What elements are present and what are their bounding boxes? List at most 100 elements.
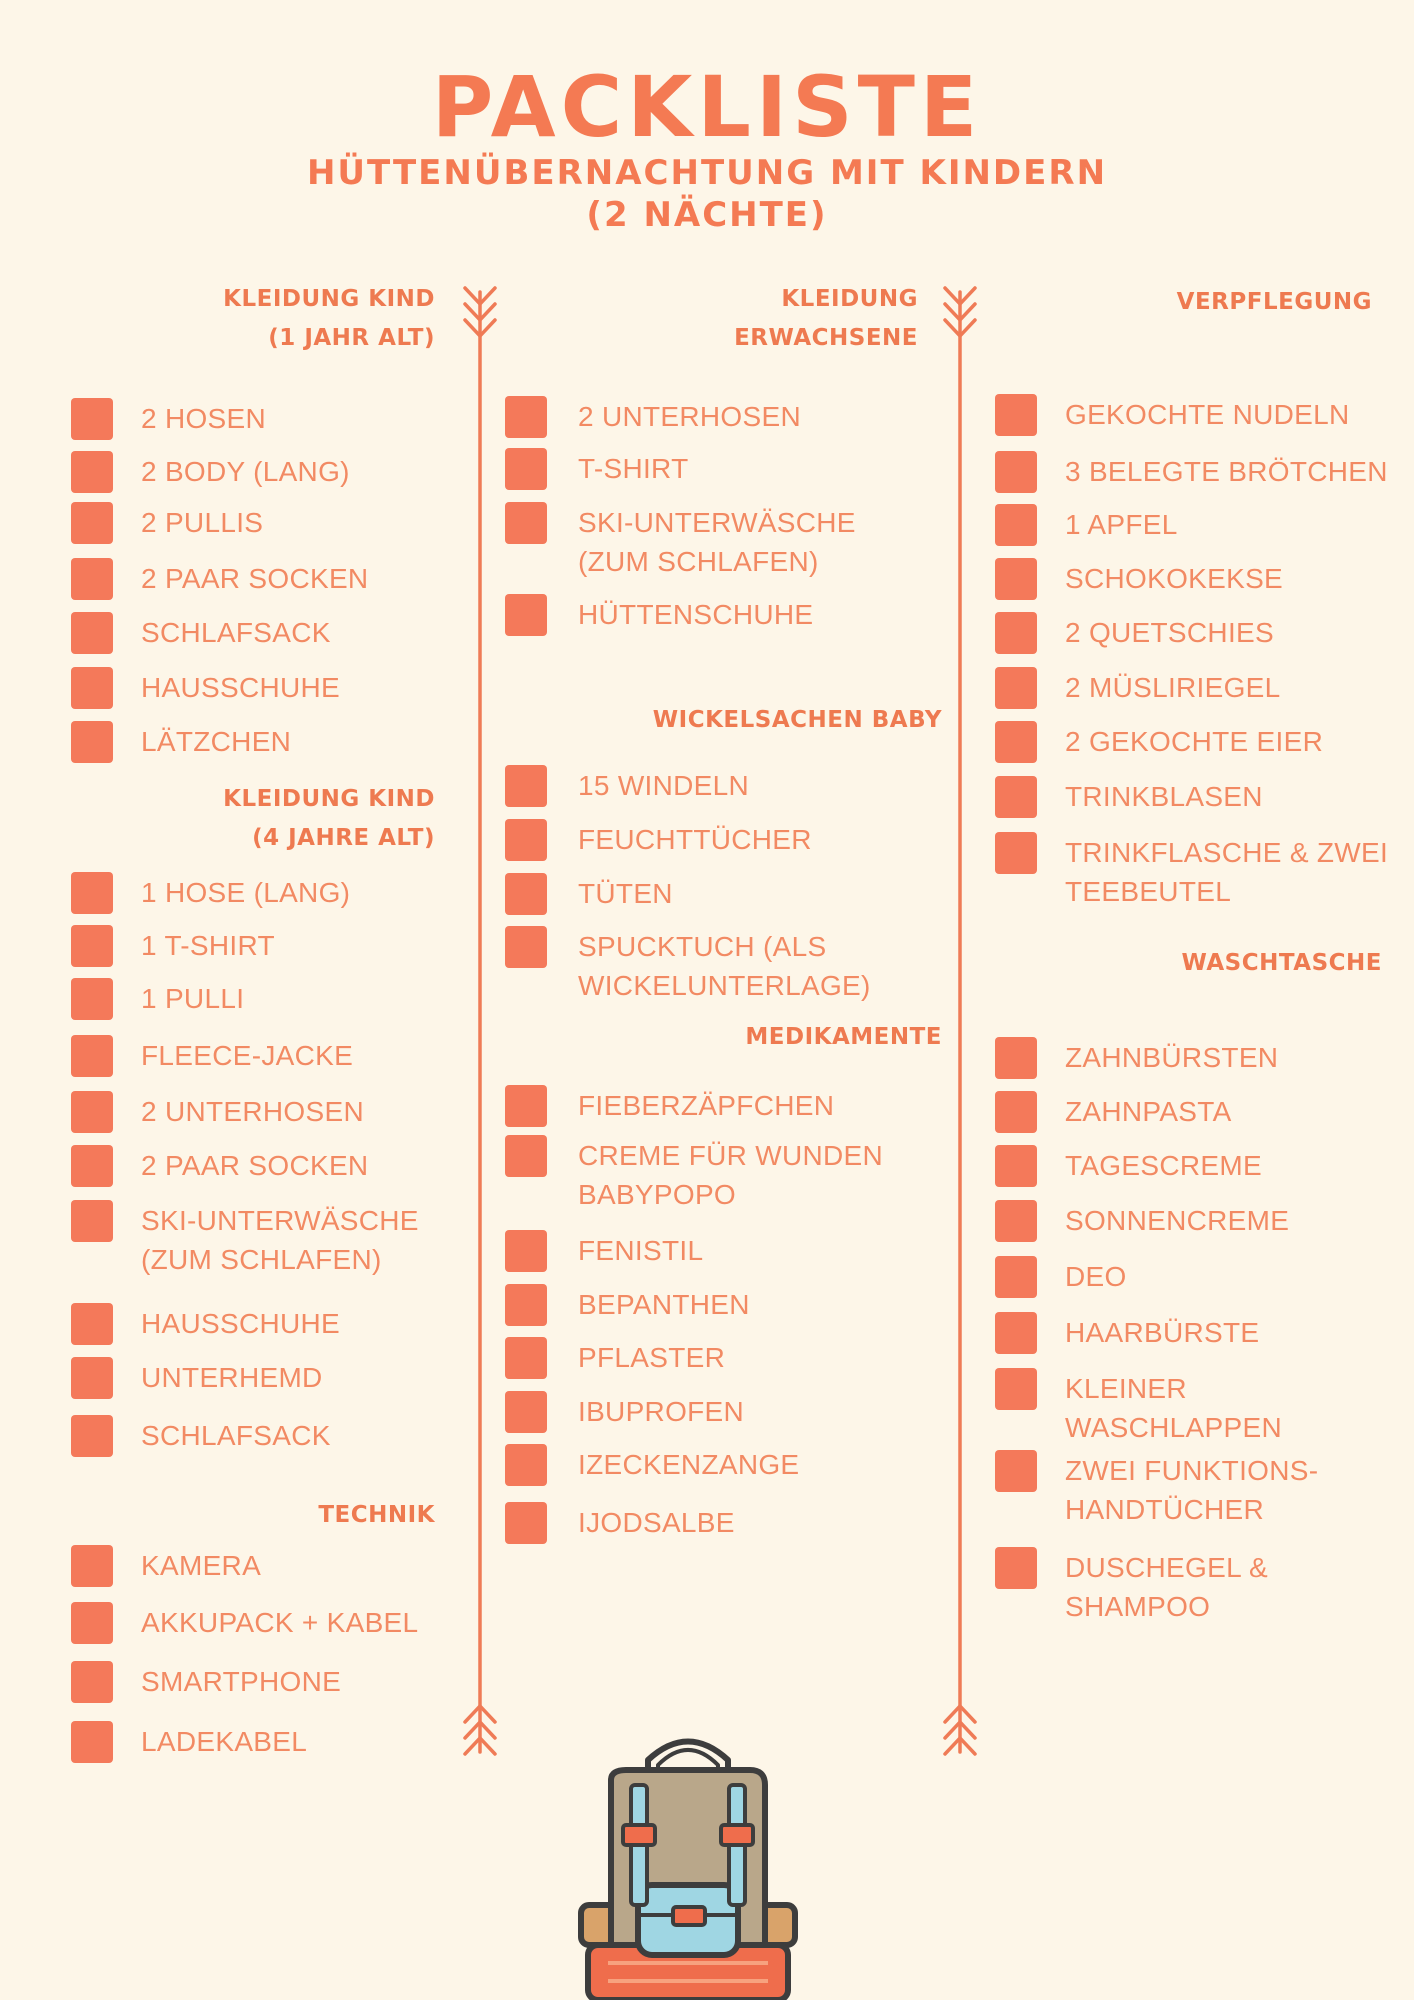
checkbox[interactable]: [505, 1444, 547, 1486]
item-label: FIEBERZÄPFCHEN: [578, 1090, 835, 1121]
item-label: BEPANTHEN: [578, 1289, 750, 1320]
divider-arrow-right: [943, 286, 977, 1756]
checkbox[interactable]: [995, 776, 1037, 818]
item-label: SCHOKOKEKSE: [1065, 563, 1284, 594]
item-label: IZECKENZANGE: [578, 1449, 800, 1480]
item-label: 1 T-SHIRT: [141, 930, 275, 961]
checkbox[interactable]: [71, 1200, 113, 1242]
checkbox[interactable]: [71, 1357, 113, 1399]
checkbox[interactable]: [71, 1145, 113, 1187]
checkbox[interactable]: [71, 1545, 113, 1587]
checkbox[interactable]: [995, 832, 1037, 874]
item-label: 2 HOSEN: [141, 403, 267, 434]
checkbox[interactable]: [71, 558, 113, 600]
subtitle-line-1: HÜTTENÜBERNACHTUNG MIT KINDERN: [306, 153, 1108, 193]
checkbox[interactable]: [71, 1035, 113, 1077]
item-label: KLEINER WASCHLAPPEN: [1065, 1373, 1282, 1443]
checkbox[interactable]: [505, 1284, 547, 1326]
checkbox[interactable]: [71, 925, 113, 967]
checkbox[interactable]: [505, 1502, 547, 1544]
item-label: CREME FÜR WUNDEN BABYPOPO: [578, 1140, 884, 1210]
heading-line: WASCHTASCHE: [1181, 950, 1382, 976]
divider-arrow-left: [463, 286, 497, 1756]
checkbox[interactable]: [505, 1085, 547, 1127]
checkbox[interactable]: [71, 978, 113, 1020]
heading-line: TECHNIK: [318, 1502, 435, 1528]
checkbox[interactable]: [995, 667, 1037, 709]
item-label: UNTERHEMD: [141, 1362, 323, 1393]
item-label: 2 GEKOCHTE EIER: [1065, 726, 1324, 757]
checkbox[interactable]: [995, 612, 1037, 654]
checkbox[interactable]: [505, 396, 547, 438]
item-label: 2 BODY (LANG): [141, 456, 350, 487]
checkbox[interactable]: [505, 1391, 547, 1433]
checkbox[interactable]: [995, 721, 1037, 763]
checkbox[interactable]: [995, 1312, 1037, 1354]
checkbox[interactable]: [505, 1135, 547, 1177]
checkbox[interactable]: [995, 394, 1037, 436]
item-label: TRINKBLASEN: [1065, 781, 1263, 812]
checkbox[interactable]: [505, 1230, 547, 1272]
checkbox[interactable]: [995, 1200, 1037, 1242]
heading-kleidung-erwachsene: KLEIDUNG ERWACHSENE: [620, 280, 918, 358]
checkbox[interactable]: [505, 765, 547, 807]
checkbox[interactable]: [505, 448, 547, 490]
heading-technik: TECHNIK: [150, 1496, 435, 1535]
item-label: PFLASTER: [578, 1342, 726, 1373]
item-label: HÜTTENSCHUHE: [578, 599, 814, 630]
checkbox[interactable]: [995, 1450, 1037, 1492]
checkbox[interactable]: [71, 721, 113, 763]
checkbox[interactable]: [71, 451, 113, 493]
checkbox[interactable]: [71, 872, 113, 914]
checkbox[interactable]: [995, 1145, 1037, 1187]
checkbox[interactable]: [505, 502, 547, 544]
checkbox[interactable]: [71, 612, 113, 654]
item-label: 1 PULLI: [141, 983, 245, 1014]
heading-line: KLEIDUNG KIND: [223, 786, 435, 812]
checkbox[interactable]: [71, 398, 113, 440]
item-label: LÄTZCHEN: [141, 726, 292, 757]
checkbox[interactable]: [505, 873, 547, 915]
checkbox[interactable]: [71, 1415, 113, 1457]
item-label: AKKUPACK + KABEL: [141, 1607, 419, 1638]
checkbox[interactable]: [505, 819, 547, 861]
item-label: GEKOCHTE NUDELN: [1065, 399, 1350, 430]
item-label: T-SHIRT: [578, 453, 689, 484]
item-label: DEO: [1065, 1261, 1127, 1292]
item-label: ZAHNPASTA: [1065, 1096, 1232, 1127]
checkbox[interactable]: [995, 558, 1037, 600]
checkbox[interactable]: [995, 504, 1037, 546]
item-label: 2 UNTERHOSEN: [141, 1096, 364, 1127]
item-label: SCHLAFSACK: [141, 617, 331, 648]
subtitle-line-2: (2 NÄCHTE): [586, 195, 828, 235]
checkbox[interactable]: [995, 1547, 1037, 1589]
checkbox[interactable]: [71, 1661, 113, 1703]
heading-medikamente: MEDIKAMENTE: [600, 1018, 942, 1057]
checkbox[interactable]: [995, 1037, 1037, 1079]
checkbox[interactable]: [995, 1091, 1037, 1133]
heading-line: (1 JAHR ALT): [268, 325, 435, 351]
checkbox[interactable]: [505, 594, 547, 636]
checkbox[interactable]: [71, 667, 113, 709]
checkbox[interactable]: [71, 1303, 113, 1345]
checkbox[interactable]: [995, 1256, 1037, 1298]
checkbox[interactable]: [505, 926, 547, 968]
checkbox[interactable]: [995, 1368, 1037, 1410]
checkbox[interactable]: [505, 1337, 547, 1379]
item-label: 2 PULLIS: [141, 507, 264, 538]
item-label: HAUSSCHUHE: [141, 1308, 341, 1339]
heading-line: WICKELSACHEN BABY: [652, 707, 942, 733]
item-label: ZWEI FUNKTIONS- HANDTÜCHER: [1065, 1455, 1319, 1525]
item-label: 2 UNTERHOSEN: [578, 401, 801, 432]
item-label: HAUSSCHUHE: [141, 672, 341, 703]
item-label: 2 PAAR SOCKEN: [141, 563, 369, 594]
heading-line: VERPFLEGUNG: [1176, 289, 1372, 315]
checkbox[interactable]: [71, 1721, 113, 1763]
checkbox[interactable]: [995, 451, 1037, 493]
checkbox[interactable]: [71, 1091, 113, 1133]
page-title: PACKLISTE: [431, 58, 983, 156]
checkbox[interactable]: [71, 1602, 113, 1644]
checkbox[interactable]: [71, 502, 113, 544]
heading-line: ERWACHSENE: [734, 325, 918, 351]
